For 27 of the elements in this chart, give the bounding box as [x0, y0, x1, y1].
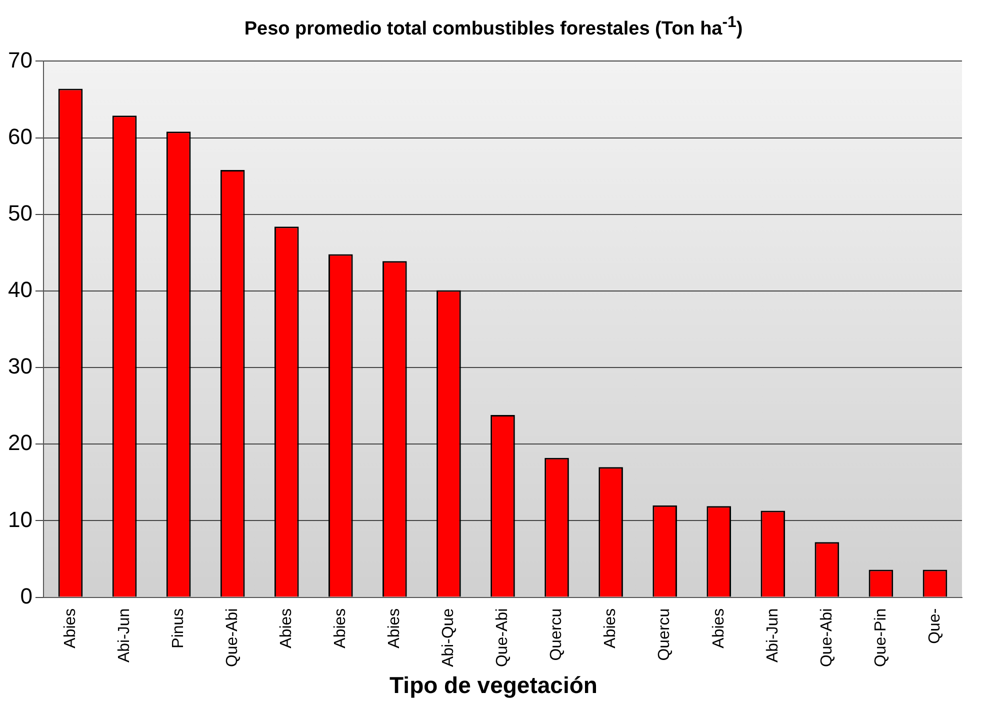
x-tick-label: Quercu — [656, 608, 674, 661]
y-tick-label: 40 — [8, 277, 32, 302]
x-tick-label: Abies — [602, 608, 620, 648]
x-tick-label: Abies — [278, 608, 296, 648]
x-tick-label: Que-Pin — [872, 608, 890, 668]
y-tick-label: 20 — [8, 430, 32, 456]
x-tick-label: Abi-Que — [440, 608, 458, 668]
x-axis-title: Tipo de vegetación — [388, 672, 598, 699]
x-tick-label: Que- — [926, 608, 944, 644]
y-tick-label: 60 — [8, 124, 32, 149]
x-tick-label: Abies — [386, 608, 404, 648]
y-tick-label: 70 — [8, 47, 32, 72]
x-tick-label: Abies — [710, 608, 728, 648]
x-tick-label: Abi-Jun — [116, 608, 133, 663]
y-tick-label: 30 — [8, 354, 32, 379]
x-tick-label: Que-Abi — [818, 608, 836, 668]
x-tick-label: Que-Abi — [494, 608, 512, 668]
x-tick-label: Que-Abi — [224, 608, 241, 668]
x-tick-label: Abies — [62, 608, 79, 648]
x-tick-label: Quercu — [548, 608, 566, 661]
x-tick-label: Abi-Jun — [764, 608, 782, 663]
chart-title: Peso promedio total combustibles forestales (Ton ha$^{-1}$) — [243, 14, 744, 40]
x-tick-label: Abies — [332, 608, 350, 648]
y-tick-label: 0 — [20, 583, 32, 608]
y-tick-label: 10 — [8, 506, 32, 532]
x-tick-label: Pinus — [170, 608, 187, 648]
y-tick-label: 50 — [8, 200, 32, 226]
